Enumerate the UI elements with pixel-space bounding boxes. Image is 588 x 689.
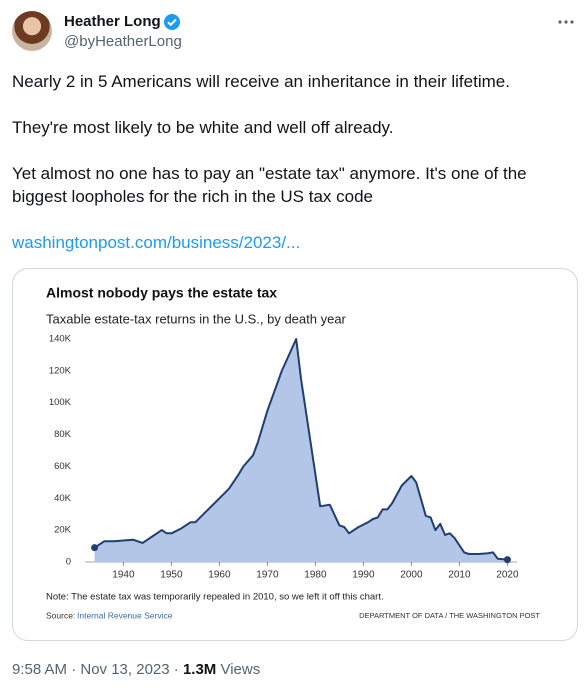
- chart-note: Note: The estate tax was temporarily rep…: [46, 592, 384, 603]
- x-tick-label: 2010: [448, 570, 471, 581]
- y-tick-label: 20K: [54, 525, 72, 536]
- x-tick-label: 1980: [304, 570, 327, 581]
- y-tick-label: 120K: [49, 365, 72, 376]
- verified-badge: [164, 14, 180, 30]
- x-tick-label: 1990: [352, 570, 375, 581]
- x-tick-label: 1970: [256, 570, 279, 581]
- tweet-text: Nearly 2 in 5 Americans will receive an …: [12, 70, 557, 277]
- y-tick-label: 80K: [54, 429, 72, 440]
- y-tick-label: 0: [66, 557, 71, 568]
- chart-card[interactable]: Almost nobody pays the estate tax Taxabl…: [12, 268, 578, 641]
- more-menu[interactable]: [556, 12, 576, 32]
- timestamp[interactable]: 9:58 AM · Nov 13, 2023 ·: [12, 661, 179, 678]
- views-label: Views: [220, 661, 261, 678]
- chart-subtitle: Taxable estate-tax returns in the U.S., …: [46, 311, 347, 326]
- source-label: Source:: [46, 610, 75, 620]
- x-tick-label: 1940: [112, 570, 135, 581]
- author-handle[interactable]: @byHeatherLong: [64, 33, 182, 50]
- chart: Almost nobody pays the estate tax Taxabl…: [46, 285, 540, 621]
- x-tick-label: 2000: [400, 570, 423, 581]
- paragraph: Yet almost no one has to pay an "estate …: [12, 164, 527, 206]
- view-count: 1.3M: [182, 661, 217, 678]
- x-tick-label: 1950: [160, 570, 183, 581]
- y-tick-label: 100K: [49, 397, 72, 408]
- tweet-footer: 9:58 AM · Nov 13, 2023 · 1.3M Views: [12, 661, 260, 678]
- author-name[interactable]: Heather Long: [64, 13, 161, 30]
- end-dot: [91, 544, 99, 552]
- end-dot: [503, 556, 511, 564]
- y-tick-label: 60K: [54, 461, 72, 472]
- y-tick-label: 40K: [54, 493, 72, 504]
- chart-credit: DEPARTMENT OF DATA / THE WASHINGTON POST: [359, 611, 540, 620]
- link[interactable]: washingtonpost.com/business/2023/...: [12, 233, 301, 252]
- y-tick-label: 140K: [49, 334, 72, 345]
- area-line: [94, 338, 508, 561]
- source-link[interactable]: Internal Revenue Service: [77, 610, 173, 620]
- x-tick-label: 2020: [496, 570, 519, 581]
- chart-title: Almost nobody pays the estate tax: [46, 285, 277, 301]
- x-tick-label: 1960: [208, 570, 231, 581]
- paragraph: They're most likely to be white and well…: [12, 118, 394, 137]
- paragraph: Nearly 2 in 5 Americans will receive an …: [12, 72, 510, 91]
- area-fill: [94, 339, 508, 562]
- avatar[interactable]: [12, 11, 52, 51]
